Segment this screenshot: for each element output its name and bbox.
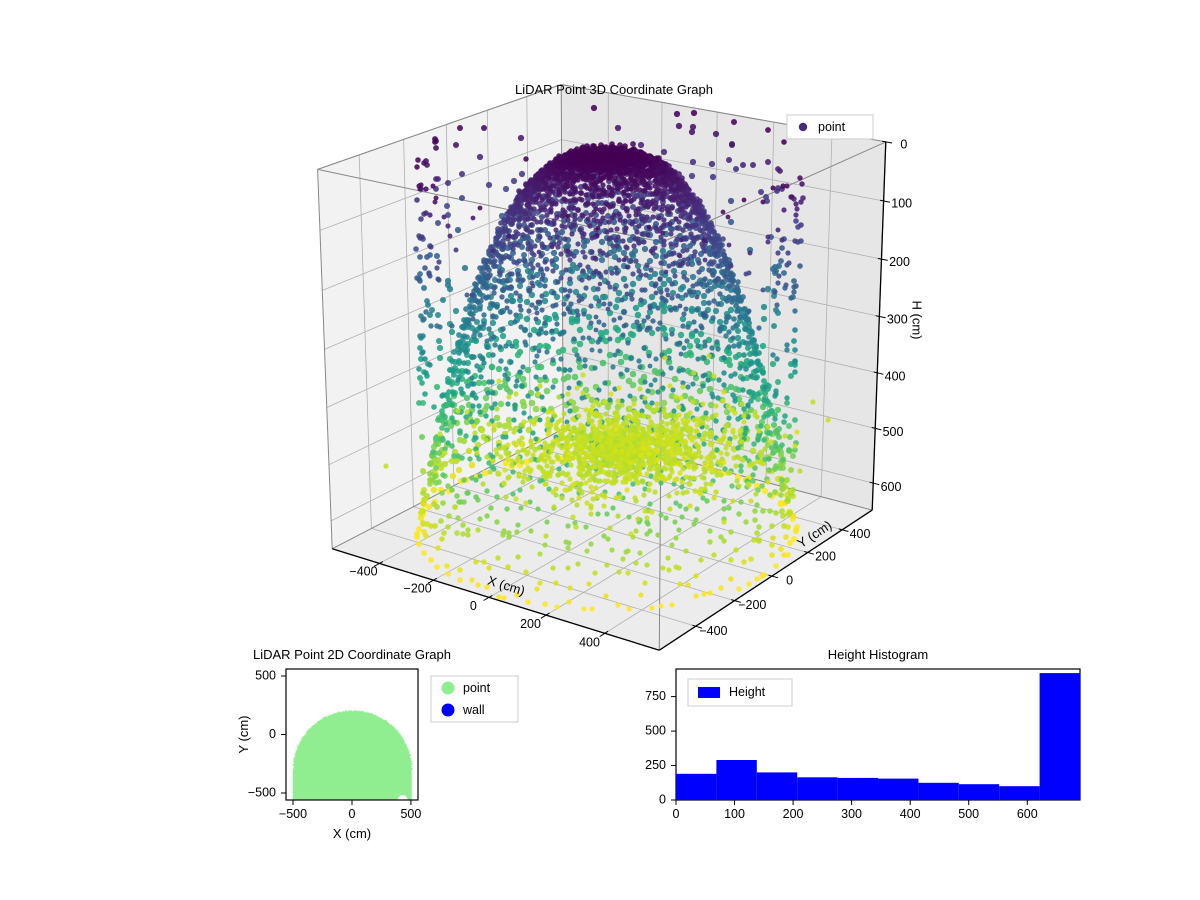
svg-text:0: 0	[786, 573, 793, 587]
svg-text:−400: −400	[699, 624, 727, 638]
svg-text:−400: −400	[349, 564, 377, 578]
svg-text:200: 200	[520, 617, 541, 631]
svg-text:400: 400	[885, 369, 906, 383]
svg-text:200: 200	[815, 550, 836, 564]
svg-text:400: 400	[850, 527, 871, 541]
svg-text:−200: −200	[738, 598, 766, 612]
svg-text:500: 500	[883, 425, 904, 439]
svg-text:200: 200	[889, 255, 910, 269]
svg-text:400: 400	[579, 635, 600, 649]
svg-text:0: 0	[900, 137, 907, 151]
svg-text:600: 600	[881, 480, 902, 494]
svg-text:−200: −200	[404, 581, 432, 595]
svg-text:300: 300	[887, 313, 908, 327]
svg-text:100: 100	[891, 197, 912, 211]
svg-text:0: 0	[470, 599, 477, 613]
